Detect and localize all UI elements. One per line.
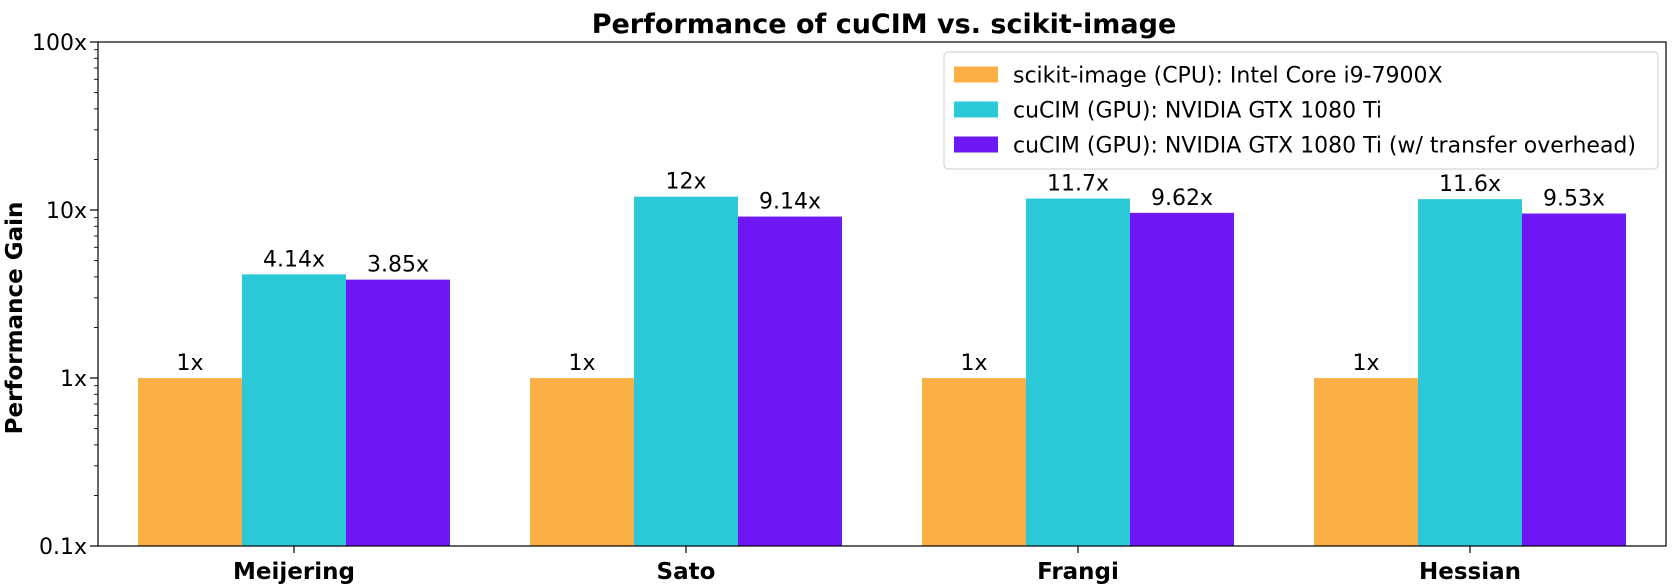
legend-swatch (954, 136, 998, 153)
bar-sato-series-3 (738, 216, 842, 546)
y-axis-label: Performance Gain (2, 202, 28, 435)
axes-frame (97, 41, 1667, 547)
data-label: 1x (960, 351, 987, 376)
bar-meijering-series-1 (138, 378, 242, 546)
bar-hessian-series-2 (1418, 199, 1522, 546)
x-tick-label: Meijering (233, 559, 355, 585)
x-tick-label: Frangi (1037, 559, 1119, 585)
legend-box (943, 51, 1659, 170)
x-tick-label: Sato (657, 559, 716, 585)
data-label: 11.7x (1047, 172, 1109, 197)
bar-meijering-series-3 (346, 279, 450, 546)
bar-frangi-series-3 (1130, 212, 1234, 546)
x-tick-label: Hessian (1419, 559, 1521, 585)
legend-label: cuCIM (GPU): NVIDIA GTX 1080 Ti (w/ tran… (1013, 134, 1636, 159)
legend-label: cuCIM (GPU): NVIDIA GTX 1080 Ti (1013, 99, 1382, 124)
data-label: 3.85x (367, 253, 429, 278)
data-label: 9.62x (1151, 186, 1213, 211)
data-label: 9.53x (1543, 187, 1605, 212)
y-tick-label: 1x (60, 367, 87, 392)
chart-title: Performance of cuCIM vs. scikit-image (592, 9, 1177, 40)
bar-hessian-series-1 (1314, 378, 1418, 546)
y-tick-label: 10x (46, 199, 87, 224)
bar-meijering-series-2 (242, 274, 346, 546)
bar-sato-series-2 (634, 196, 738, 546)
bar-frangi-series-1 (922, 378, 1026, 546)
bar-frangi-series-2 (1026, 198, 1130, 546)
legend-label: scikit-image (CPU): Intel Core i9-7900X (1013, 64, 1443, 89)
y-tick-label: 100x (32, 31, 87, 56)
legend-swatch (954, 66, 998, 83)
bar-hessian-series-3 (1522, 213, 1626, 546)
data-label: 11.6x (1439, 172, 1501, 197)
data-label: 1x (176, 351, 203, 376)
data-label: 9.14x (759, 190, 821, 215)
data-label: 4.14x (263, 247, 325, 272)
legend: scikit-image (CPU): Intel Core i9-7900X c… (943, 51, 1659, 170)
y-tick-label: 0.1x (39, 535, 87, 560)
legend-swatch (954, 101, 998, 118)
bar-sato-series-1 (530, 378, 634, 546)
data-label: 1x (1352, 351, 1379, 376)
data-label: 12x (665, 170, 706, 195)
plot-area: 1x 1x 1x 1x 4.14x 12x 11.7x 11.6x 3.85x 9.14x 9.62… (32, 31, 1667, 585)
data-label: 1x (568, 351, 595, 376)
